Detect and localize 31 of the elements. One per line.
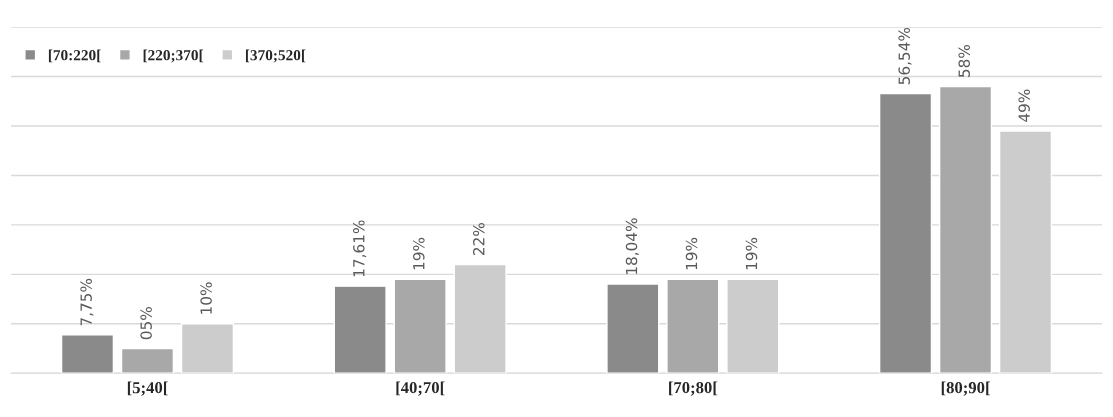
x-tick-label: [40;70[ bbox=[396, 381, 445, 396]
bar bbox=[180, 323, 235, 374]
bar bbox=[606, 283, 660, 374]
bar bbox=[120, 347, 175, 374]
x-tick-label: [5;40[ bbox=[127, 381, 168, 396]
data-label: 7,75% bbox=[80, 278, 94, 326]
data-label: 18,04% bbox=[625, 218, 639, 275]
bar bbox=[393, 278, 447, 374]
bar bbox=[453, 263, 507, 374]
data-label: 19% bbox=[413, 237, 425, 270]
data-label: 56,54% bbox=[898, 27, 912, 85]
x-tick-label: [80;90[ bbox=[941, 381, 990, 396]
data-label: 49% bbox=[1018, 89, 1030, 122]
data-label: 58% bbox=[958, 44, 970, 77]
x-tick-label: [70;80[ bbox=[669, 381, 718, 396]
bar bbox=[666, 278, 720, 374]
legend-label: [220;370[ bbox=[143, 49, 204, 63]
bar bbox=[333, 285, 387, 374]
bar bbox=[726, 278, 780, 374]
data-label: 10% bbox=[200, 282, 212, 314]
legend-label: [70:220[ bbox=[48, 49, 101, 63]
data-label: 05% bbox=[140, 307, 152, 340]
bar bbox=[60, 334, 115, 374]
legend-label: [370;520[ bbox=[245, 49, 306, 63]
data-label: 19% bbox=[685, 237, 698, 270]
data-label: 19% bbox=[745, 237, 758, 270]
data-label: 17,61% bbox=[353, 220, 367, 277]
bar bbox=[998, 130, 1053, 374]
data-label: 22% bbox=[473, 222, 485, 255]
bar bbox=[938, 85, 993, 374]
bar bbox=[878, 92, 933, 374]
